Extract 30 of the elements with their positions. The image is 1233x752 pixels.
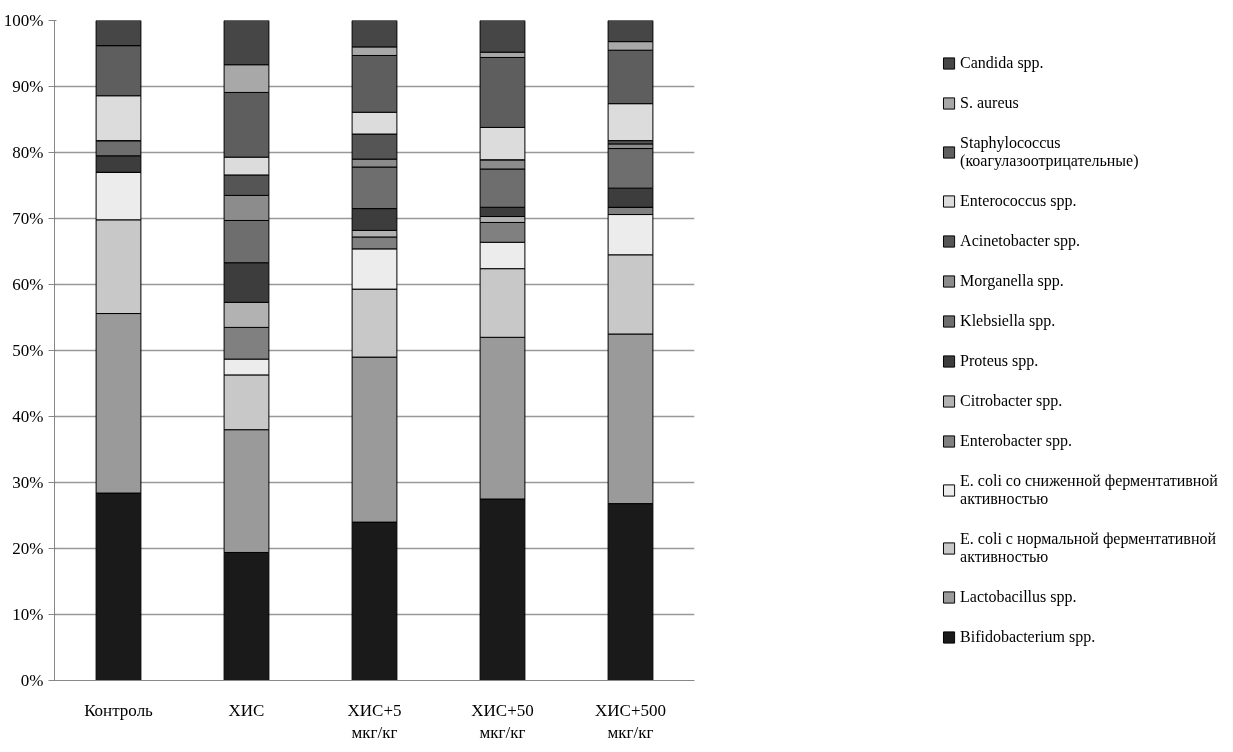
x-tick-label: ХИС+50 мкг/кг <box>471 700 534 743</box>
legend-label: Morganella spp. <box>960 272 1064 290</box>
legend-label: E. coli с нормальной ферментативной активностью <box>960 530 1217 566</box>
x-tick-label: ХИС <box>228 700 265 720</box>
legend-label: Klebsiella spp. <box>960 312 1056 330</box>
x-tick-label: ХИС+5 мкг/кг <box>347 700 402 743</box>
legend-label: Lactobacillus spp. <box>960 588 1077 606</box>
y-tick-label: 70% <box>12 209 44 228</box>
legend-label: Acinetobacter spp. <box>960 232 1081 250</box>
legend-label: E. coli со сниженной ферментативной активностью <box>960 472 1218 508</box>
y-tick-label: 40% <box>12 407 44 426</box>
x-tick-label: ХИС+500 мкг/кг <box>595 700 666 743</box>
y-tick-label: 30% <box>12 473 44 492</box>
legend-label: Enterococcus spp. <box>960 192 1077 210</box>
legend-label: Bifidobacterium spp. <box>960 628 1096 646</box>
y-tick-label: 60% <box>12 275 44 294</box>
legend-label: S. aureus <box>960 94 1019 112</box>
y-tick-label: 50% <box>12 341 44 360</box>
legend-label: Staphylococcus (коагулазоотрицательные) <box>960 134 1139 170</box>
y-tick-label: 20% <box>12 539 44 558</box>
x-tick-label: Контроль <box>84 700 154 720</box>
legend-label: Candida spp. <box>960 54 1044 72</box>
y-tick-label: 10% <box>12 605 44 624</box>
y-tick-label: 80% <box>12 143 44 162</box>
legend-label: Enterobacter spp. <box>960 432 1073 450</box>
y-tick-label: 0% <box>20 671 44 690</box>
y-tick-label: 90% <box>12 77 44 96</box>
legend-label: Citrobacter spp. <box>960 392 1063 410</box>
y-tick-label: 100% <box>3 11 44 30</box>
legend-label: Proteus spp. <box>960 352 1039 370</box>
